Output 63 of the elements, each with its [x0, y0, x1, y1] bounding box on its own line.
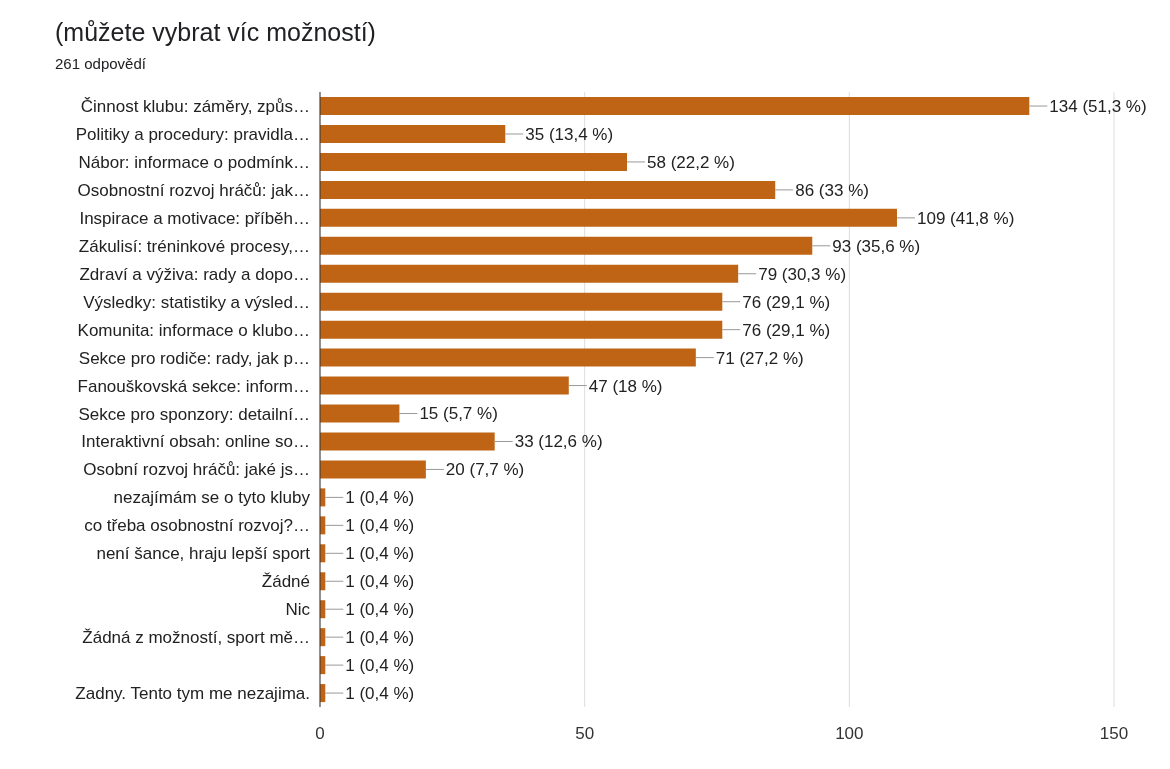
y-tick-label: co třeba osobnostní rozvoj?… — [84, 516, 310, 536]
y-tick-label: Žádné — [261, 572, 310, 592]
data-label: 47 (18 %) — [588, 376, 663, 396]
bar — [320, 264, 739, 283]
data-label: 15 (5,7 %) — [419, 404, 498, 424]
bar — [320, 348, 696, 367]
data-label: 134 (51,3 %) — [1049, 96, 1147, 116]
y-tick-label: Zdraví a výživa: rady a dopo… — [79, 264, 310, 284]
bar — [320, 97, 1030, 116]
bar — [320, 152, 628, 171]
y-tick-label: Nábor: informace o podmínk… — [78, 152, 310, 172]
x-tick-label: 50 — [575, 724, 595, 744]
data-label: 86 (33 %) — [795, 180, 869, 200]
y-tick-label: Žádná z možností, sport mě… — [82, 628, 310, 648]
y-tick-label: Sekce pro sponzory: detailní… — [78, 404, 310, 424]
data-label: 1 (0,4 %) — [345, 516, 415, 536]
data-label: 93 (35,6 %) — [832, 236, 921, 256]
data-label: 1 (0,4 %) — [345, 544, 415, 564]
data-label: 20 (7,7 %) — [445, 460, 525, 480]
y-tick-label: Politiky a procedury: pravidla… — [75, 124, 310, 144]
y-tick-label: Inspirace a motivace: příběh… — [79, 208, 310, 228]
data-label: 109 (41,8 %) — [916, 208, 1015, 228]
y-tick-label: Interaktivní obsah: online so… — [81, 432, 310, 452]
y-tick-label: Zákulisí: tréninkové procesy,… — [78, 236, 310, 256]
data-label: 58 (22,2 %) — [647, 152, 735, 172]
y-tick-label: nezajímám se o tyto kluby — [113, 488, 311, 508]
bar — [320, 208, 897, 227]
data-label: 1 (0,4 %) — [345, 656, 415, 676]
y-tick-label: Sekce pro rodiče: rady, jak p… — [78, 348, 310, 368]
y-tick-label: není šance, hraju lepší sport — [96, 544, 311, 564]
bar — [320, 180, 776, 199]
data-label: 1 (0,4 %) — [345, 684, 415, 704]
y-tick-label: Fanouškovská sekce: inform… — [77, 376, 310, 396]
data-label: 33 (12,6 %) — [514, 432, 603, 452]
y-tick-label: Činnost klubu: záměry, způs… — [80, 97, 310, 117]
bar — [320, 236, 813, 255]
data-label: 1 (0,4 %) — [345, 572, 415, 592]
chart-title: (můžete vybrat víc možností) — [54, 17, 377, 47]
data-label: 76 (29,1 %) — [742, 320, 831, 340]
y-tick-label: Zadny. Tento tym me nezajima. — [75, 684, 310, 704]
text: 261 odpovědí — [54, 54, 147, 72]
y-tick-label: Výsledky: statistiky a výsled… — [83, 292, 310, 312]
bar — [320, 404, 400, 423]
x-tick-label: 100 — [835, 724, 864, 744]
y-tick-label: Osobnostní rozvoj hráčů: jak… — [77, 180, 310, 200]
y-tick-label: Osobní rozvoj hráčů: jaké js… — [83, 460, 310, 480]
x-tick-label: 0 — [315, 724, 325, 744]
data-label: 1 (0,4 %) — [345, 488, 415, 508]
data-label: 35 (13,4 %) — [525, 124, 614, 144]
y-tick-label: Nic — [285, 600, 311, 620]
bar — [320, 320, 723, 339]
data-label: 76 (29,1 %) — [742, 292, 831, 312]
bar — [320, 432, 495, 451]
data-label: 79 (30,3 %) — [758, 264, 847, 284]
data-label: 1 (0,4 %) — [345, 600, 415, 620]
bar — [320, 292, 723, 311]
bar — [320, 376, 569, 395]
y-tick-label: Komunita: informace o klubo… — [77, 320, 310, 340]
bar — [320, 460, 426, 479]
bar — [320, 124, 506, 143]
x-tick-label: 150 — [1099, 724, 1129, 744]
data-label: 1 (0,4 %) — [345, 628, 415, 648]
data-label: 71 (27,2 %) — [715, 348, 804, 368]
